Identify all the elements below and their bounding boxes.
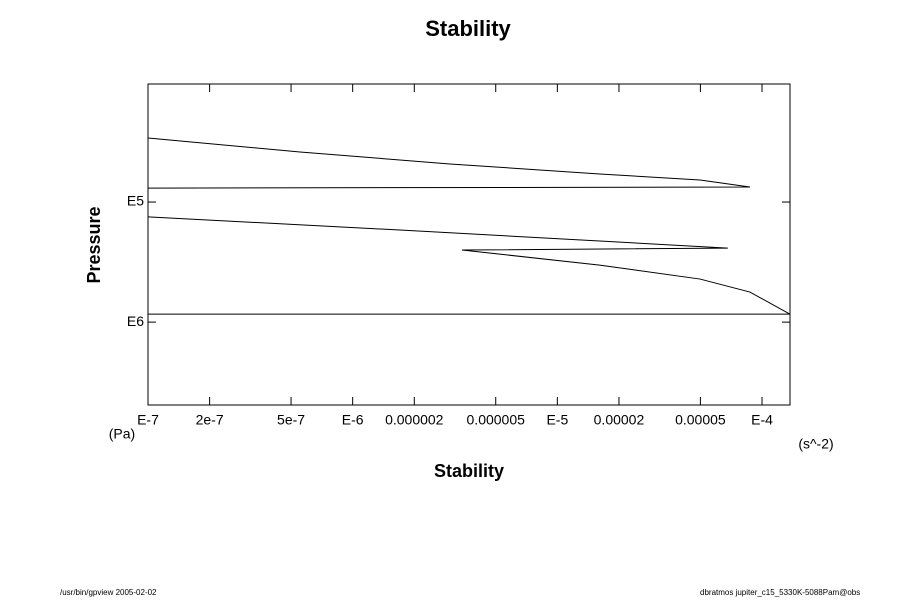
x-tick-label: 5e-7	[277, 412, 305, 428]
footer-left: /usr/bin/gpview 2005-02-02	[60, 588, 157, 597]
x-tick-label: 0.00002	[594, 412, 645, 428]
plot-frame	[147, 83, 791, 406]
x-unit: (s^-2)	[798, 436, 833, 452]
x-tick-label: E-6	[342, 412, 364, 428]
x-tick-label: 0.000005	[467, 412, 526, 428]
data-line	[147, 137, 791, 315]
y-tick-label: E6	[127, 313, 144, 329]
x-tick-label: E-7	[137, 412, 159, 428]
y-unit: (Pa)	[109, 426, 135, 442]
y-tick-label: E5	[127, 193, 144, 209]
x-axis-label: Stability	[434, 461, 504, 481]
x-tick-label: 0.00005	[675, 412, 726, 428]
x-tick-label: E-5	[546, 412, 568, 428]
x-tick-label: 2e-7	[196, 412, 224, 428]
x-tick-label: E-4	[751, 412, 773, 428]
chart-title: Stability	[425, 16, 511, 41]
footer-right: dbratmos jupiter_c15_5330K-5088Pam@obs	[700, 588, 860, 597]
x-tick-label: 0.000002	[385, 412, 444, 428]
y-axis-label: Pressure	[84, 206, 104, 283]
